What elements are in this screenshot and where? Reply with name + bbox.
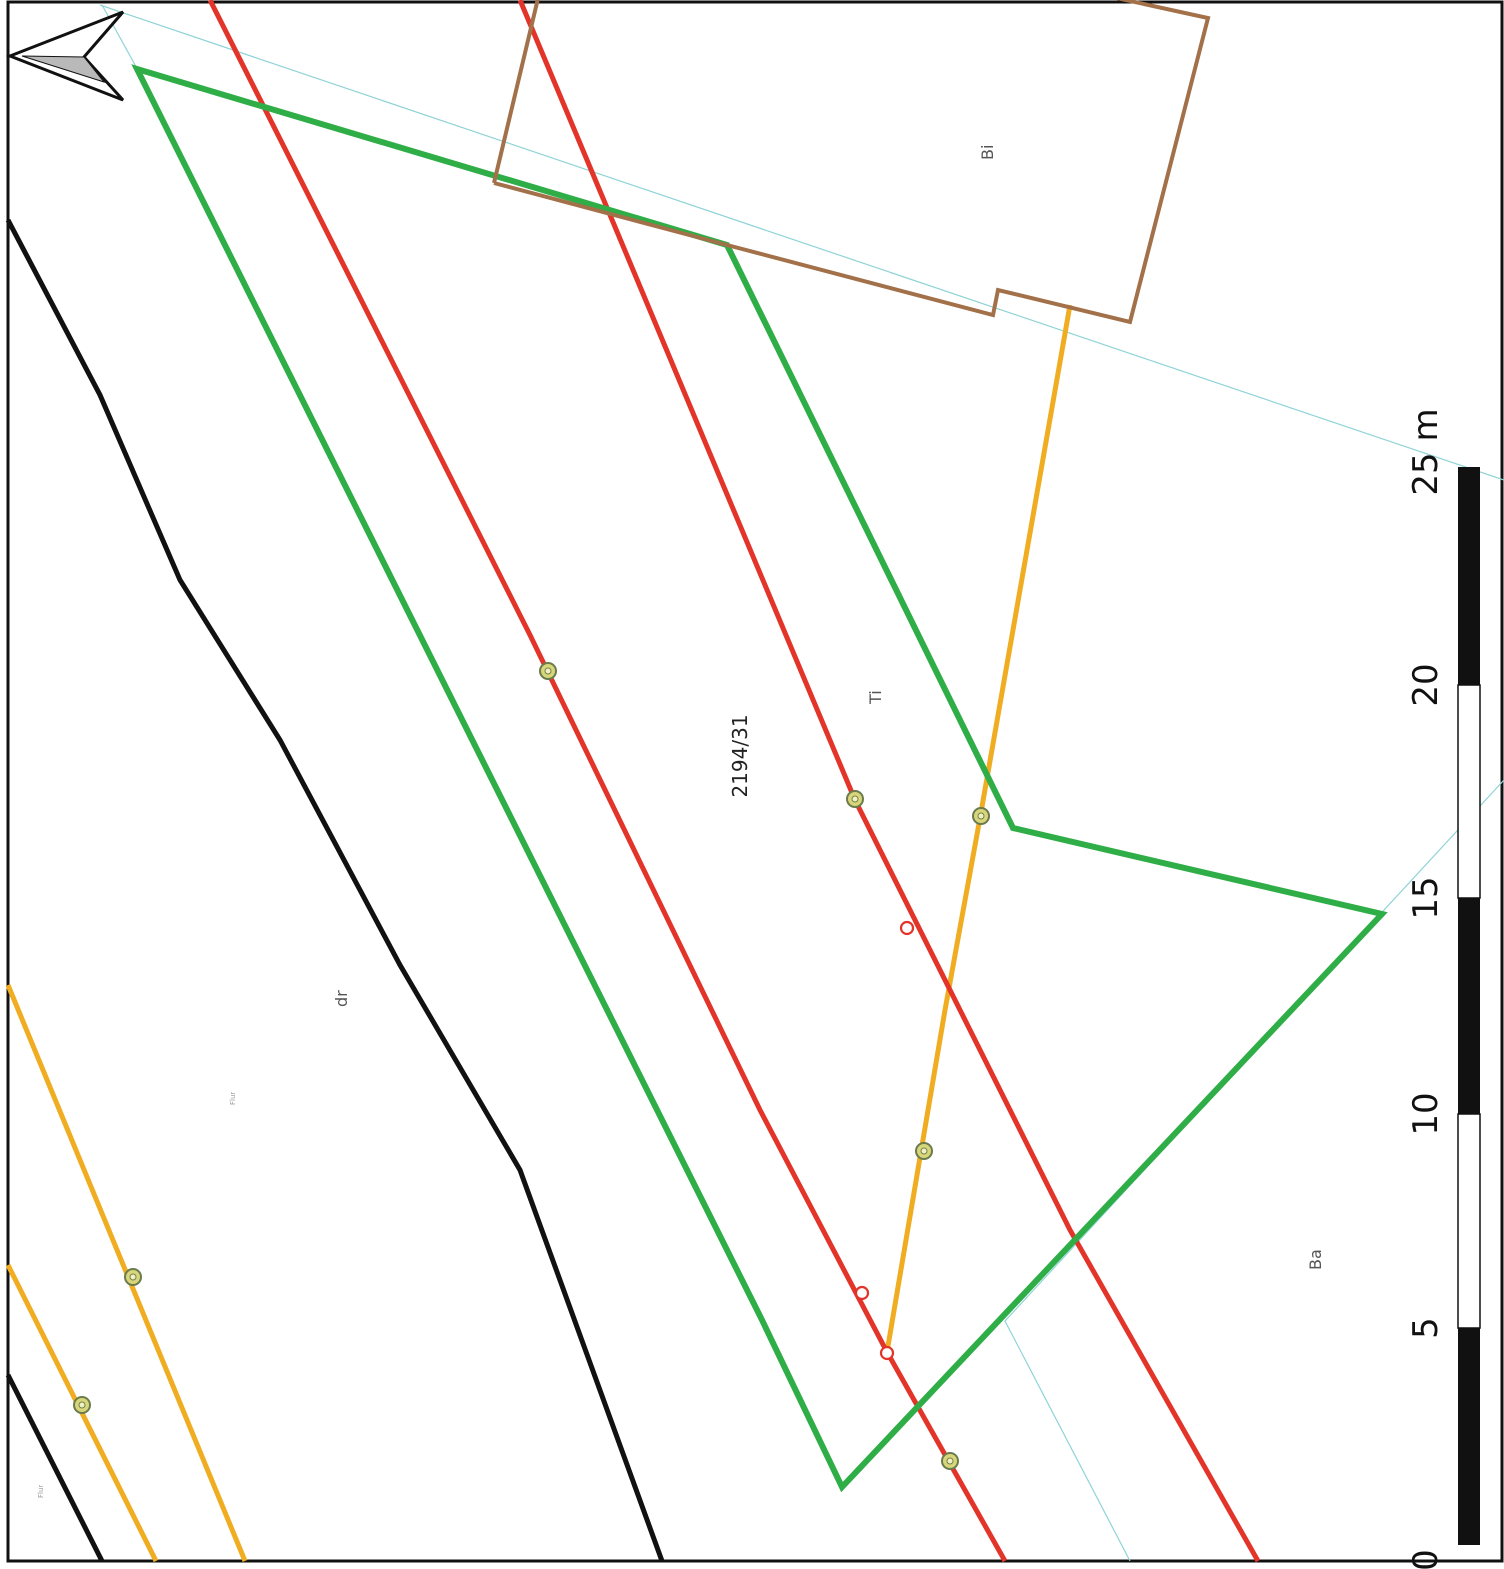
brown-building-outline — [492, 0, 1211, 325]
survey-marker — [73, 1396, 91, 1414]
scale-label-5: 5 — [1406, 1317, 1446, 1339]
map-frame — [6, 0, 1504, 1563]
scale-segment — [1457, 1113, 1481, 1329]
green-parcel-boundary — [131, 64, 1388, 1493]
survey-marker — [539, 662, 557, 680]
faint-map-text: Flur — [37, 1485, 45, 1498]
red-line-right — [517, 0, 1261, 1563]
survey-marker — [941, 1452, 959, 1470]
scale-label-25: 25 m — [1406, 408, 1446, 495]
orange-line-center — [884, 304, 1073, 1353]
scale-label-0: 0 — [1406, 1549, 1446, 1569]
faint-map-text: Flur — [229, 1092, 237, 1105]
scale-segment — [1457, 684, 1481, 899]
open-point — [899, 920, 915, 936]
thin-boundary-line-upper — [99, 4, 1504, 481]
black-road-line-lower — [5, 1373, 105, 1563]
scale-segment — [1458, 898, 1480, 1114]
scale-label-10: 10 — [1406, 1092, 1446, 1135]
survey-marker-group — [73, 662, 990, 1470]
bi-label: Bi — [978, 145, 997, 160]
north-arrow — [5, 10, 125, 102]
survey-marker — [915, 1142, 933, 1160]
scale-label-20: 20 — [1406, 663, 1446, 706]
red-line-left — [207, 0, 1008, 1563]
survey-marker — [124, 1268, 142, 1286]
scale-segment — [1458, 1328, 1480, 1545]
parcel-number: 2194/31 — [728, 714, 752, 797]
dr-label: dr — [332, 990, 351, 1007]
open-point — [854, 1285, 870, 1301]
ti-label: Ti — [866, 690, 885, 705]
survey-marker — [972, 807, 990, 825]
open-marker-group — [854, 920, 915, 1361]
black-road-line-upper — [5, 218, 665, 1562]
open-point — [879, 1345, 895, 1361]
ba-label: Ba — [1306, 1249, 1325, 1270]
scale-bar: 0 5 10 15 20 25 m — [1406, 408, 1481, 1569]
survey-marker — [846, 790, 864, 808]
scale-label-15: 15 — [1406, 876, 1446, 919]
scale-segment — [1458, 467, 1480, 685]
